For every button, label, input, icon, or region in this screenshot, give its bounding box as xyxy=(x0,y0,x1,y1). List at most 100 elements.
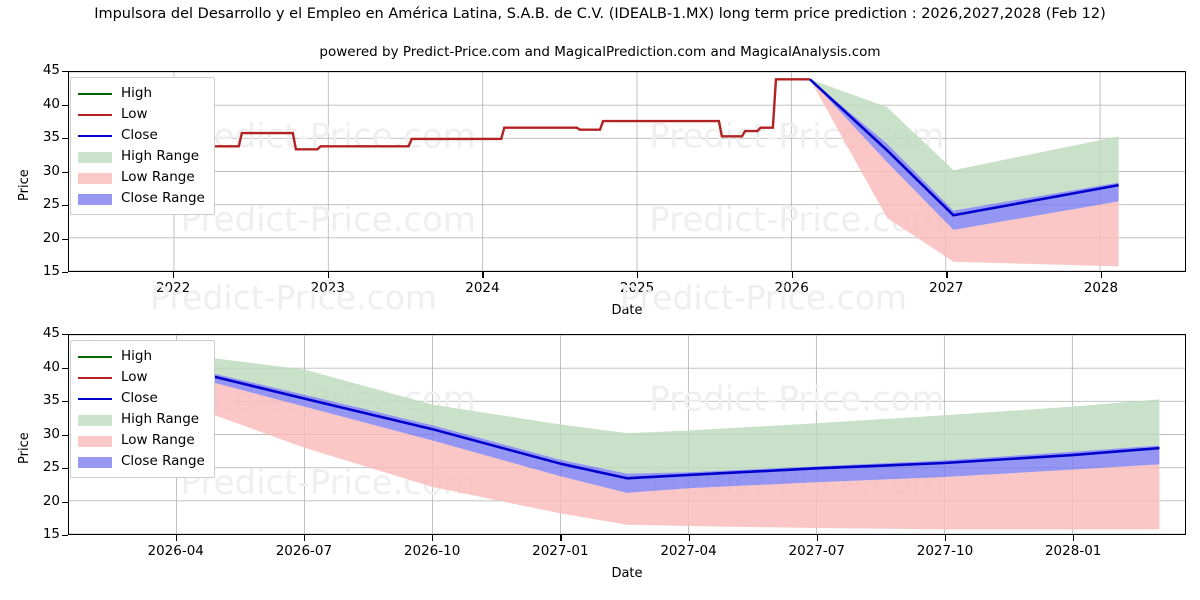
chart-bottom-x-tick-mark xyxy=(816,535,818,541)
chart-bottom-y-tick-mark xyxy=(62,434,68,436)
chart-top-y-tick-label: 20 xyxy=(42,229,60,246)
chart-bottom-legend-item: High Range xyxy=(78,409,205,430)
chart-bottom-y-tick-mark xyxy=(62,535,68,537)
chart-top-y-tick-mark xyxy=(62,138,68,140)
chart-bottom-low-range-band xyxy=(89,340,1160,530)
chart-bottom-y-tick-label: 15 xyxy=(42,526,60,542)
chart-top-x-tick-label: 2024 xyxy=(465,280,500,296)
chart-bottom-y-tick-label: 45 xyxy=(42,325,60,341)
chart-top-legend: High Low Close High Range Low Range Close Ran… xyxy=(70,77,215,215)
chart-bottom-legend-patch-icon xyxy=(78,414,112,426)
chart-bottom-x-tick-mark xyxy=(1073,535,1075,541)
chart-bottom-legend-item: Close xyxy=(78,388,205,409)
chart-bottom-y-tick-label: 35 xyxy=(42,392,60,408)
chart-top-legend-label: Low Range xyxy=(121,168,195,185)
chart-bottom-x-tick-label: 2027-07 xyxy=(788,543,845,559)
page-title: Impulsora del Desarrollo y el Empleo en … xyxy=(94,6,1106,22)
chart-top-legend-patch-icon xyxy=(78,193,112,205)
chart-bottom-legend-patch-icon xyxy=(78,456,112,468)
chart-bottom-legend-item: High xyxy=(78,346,205,367)
chart-bottom-x-tick-label: 2026-10 xyxy=(403,543,461,559)
chart-top-y-tick-label: 45 xyxy=(42,62,60,78)
chart-bottom-x-tick-mark xyxy=(944,535,947,541)
chart-bottom-x-tick-mark xyxy=(432,535,434,541)
chart-top-x-tick-mark xyxy=(637,272,639,278)
chart-top-x-tick-label: 2023 xyxy=(310,280,345,296)
chart-top-legend-item: Close xyxy=(78,125,205,146)
chart-top-x-axis-label: Date xyxy=(611,303,643,318)
chart-top-y-tick-mark xyxy=(62,205,68,207)
chart-bottom-legend-label: Low xyxy=(121,368,148,385)
chart-top-legend-patch-icon xyxy=(78,151,112,163)
chart-top-y-tick-label: 40 xyxy=(42,95,60,112)
chart-top-legend-label: High Range xyxy=(121,147,200,164)
chart-top-x-tick-mark xyxy=(327,272,329,278)
chart-top-y-tick-label: 25 xyxy=(42,196,60,212)
chart-top-legend-item: Close Range xyxy=(78,188,205,209)
chart-bottom-y-tick-label: 20 xyxy=(42,492,60,509)
chart-bottom-legend-label: Close Range xyxy=(121,452,205,469)
chart-bottom-y-tick-mark xyxy=(62,501,68,503)
chart-bottom-plot-area: Predict-Price.comPredict-Price.comPredic… xyxy=(68,334,1186,535)
chart-top-y-tick-mark xyxy=(62,104,68,106)
chart-top-svg: Predict-Price.com Predict-Price.comPredic… xyxy=(69,72,1185,271)
chart-bottom-x-tick-mark xyxy=(688,535,690,541)
chart-bottom-svg: Predict-Price.comPredict-Price.comPredic… xyxy=(69,335,1185,534)
chart-bottom-high-range-band xyxy=(89,340,1160,474)
chart-top-y-tick-label: 15 xyxy=(42,263,60,279)
chart-top-x-tick-mark xyxy=(482,272,484,278)
chart-top-y-tick-label: 35 xyxy=(42,129,60,145)
chart-bottom-y-tick-mark xyxy=(62,367,68,369)
chart-bottom-legend-item: Low Range xyxy=(78,430,205,451)
chart-top-legend-label: High xyxy=(121,84,153,101)
chart-top-y-tick-mark xyxy=(62,272,68,274)
chart-top-plot-area: Predict-Price.com Predict-Price.com Predic… xyxy=(68,71,1186,272)
chart-bottom-legend-label: Low Range xyxy=(121,431,195,448)
chart-top-y-tick-mark xyxy=(62,71,68,73)
chart-top-x-tick-label: 2028 xyxy=(1083,280,1119,296)
chart-bottom-x-tick-label: 2026-07 xyxy=(275,543,333,559)
chart-bottom-y-tick-mark xyxy=(62,334,68,336)
chart-bottom-x-tick-label: 2027-10 xyxy=(916,543,974,559)
chart-top-legend-line-icon xyxy=(78,130,112,142)
chart-top-low-range-band xyxy=(809,79,1119,267)
page-subtitle: powered by Predict-Price.com and Magical… xyxy=(319,44,881,60)
chart-bottom-watermark: Predict-Price.com xyxy=(649,380,944,419)
chart-bottom-legend-label: High Range xyxy=(121,410,200,427)
chart-top-legend-item: High xyxy=(78,83,205,104)
chart-top-watermark: Predict-Price.com xyxy=(181,117,476,156)
chart-bottom-x-tick-label: 2028-01 xyxy=(1044,543,1102,559)
chart-top-low-line xyxy=(73,78,810,151)
chart-bottom-y-tick-label: 25 xyxy=(42,459,60,475)
chart-bottom-legend-label: High xyxy=(121,347,153,364)
chart-top-x-tick-label: 2026 xyxy=(774,280,809,296)
chart-bottom-x-tick-label: 2027-04 xyxy=(660,543,717,559)
chart-bottom-y-tick-label: 30 xyxy=(42,425,60,442)
chart-top-legend-item: Low xyxy=(78,104,205,125)
chart-bottom-x-axis-label: Date xyxy=(611,566,643,581)
chart-top-high-range-band xyxy=(809,79,1119,211)
chart-bottom-legend-line-icon xyxy=(78,351,112,363)
chart-top-legend-patch-icon xyxy=(78,172,112,184)
chart-top-y-tick-mark xyxy=(62,238,68,240)
chart-top-legend-item: Low Range xyxy=(78,167,205,188)
chart-bottom-legend-line-icon xyxy=(78,372,112,384)
chart-bottom-y-tick-mark xyxy=(62,401,68,403)
chart-top-legend-label: Close xyxy=(121,126,158,143)
chart-bottom-y-tick-label: 40 xyxy=(42,358,60,375)
chart-bottom-legend-item: Close Range xyxy=(78,451,205,472)
chart-top-close-line xyxy=(809,78,1119,217)
chart-bottom-close-line xyxy=(89,339,1160,480)
chart-top-watermark: Predict-Price.com xyxy=(181,200,476,239)
chart-top-x-tick-mark xyxy=(791,272,793,278)
chart-bottom-legend-line-icon xyxy=(78,393,112,405)
chart-top-legend-line-icon xyxy=(78,88,112,100)
chart-top-x-tick-label: 2025 xyxy=(619,280,655,296)
chart-bottom-legend-item: Low xyxy=(78,367,205,388)
chart-top-y-tick-label: 30 xyxy=(42,162,60,179)
chart-top-legend-line-icon xyxy=(78,109,112,121)
chart-top-legend-label: Low xyxy=(121,105,148,122)
chart-top-x-tick-mark xyxy=(1100,272,1103,278)
chart-bottom-x-tick-label: 2026-04 xyxy=(147,543,204,559)
chart-top-y-tick-mark xyxy=(62,171,68,173)
